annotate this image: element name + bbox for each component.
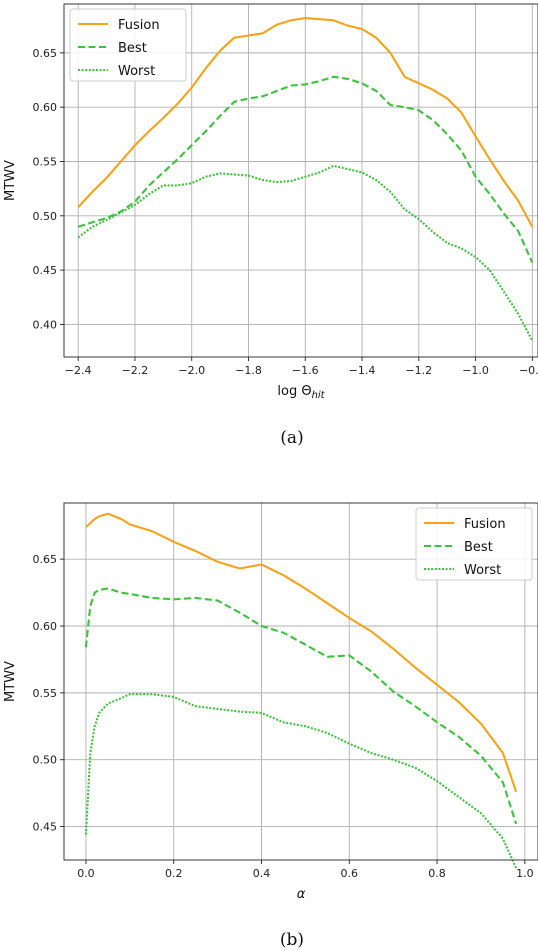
xtick-label-b-1: 0.2 <box>165 867 183 880</box>
legend-label-worst-b: Worst <box>464 563 501 578</box>
ytick-label-b-3: 0.60 <box>33 620 58 633</box>
y-axis-label-b: MTWV <box>3 661 18 702</box>
xtick-label-a-1: −2.2 <box>122 364 149 377</box>
ytick-label-a-2: 0.50 <box>33 210 58 223</box>
legend-label-best-b: Best <box>464 540 493 555</box>
plot-frame-a <box>63 3 538 358</box>
legend-label-worst-a: Worst <box>118 64 155 79</box>
ytick-label-a-3: 0.55 <box>33 155 58 168</box>
series-fusion-a <box>77 17 534 228</box>
x-axis-label-b: α <box>297 887 306 902</box>
x-axis-label-a: log Θhit <box>277 384 325 401</box>
xtick-label-a-2: −2.0 <box>178 364 205 377</box>
ytick-label-b-1: 0.50 <box>33 754 58 767</box>
xtick-label-a-7: −1.0 <box>462 364 489 377</box>
legend-box-a <box>69 8 187 82</box>
series-worst-a <box>77 164 534 342</box>
ytick-label-b-0: 0.45 <box>33 821 58 834</box>
ytick-label-a-5: 0.65 <box>33 47 58 60</box>
y-axis-label-a: MTWV <box>3 160 18 201</box>
legend-label-best-a: Best <box>118 41 147 56</box>
xtick-label-b-3: 0.6 <box>341 867 359 880</box>
xtick-label-a-0: −2.4 <box>65 364 92 377</box>
legend-label-fusion-b: Fusion <box>464 517 506 532</box>
plot-frame-b <box>63 502 538 861</box>
xtick-label-a-4: −1.6 <box>292 364 319 377</box>
ytick-label-a-4: 0.60 <box>33 101 58 114</box>
caption-b: (b) <box>280 930 304 950</box>
series-best-b <box>84 587 518 825</box>
caption-a: (a) <box>280 428 303 448</box>
series-best-a <box>77 75 534 263</box>
xtick-label-b-4: 0.8 <box>428 867 446 880</box>
xtick-label-b-0: 0.0 <box>77 867 95 880</box>
chart-a: −2.4 −2.2 −2.0 −1.8 −1.6 −1.4 −1.2 −1.0 −0.8 0.40… <box>3 3 538 401</box>
ytick-label-b-2: 0.55 <box>33 687 58 700</box>
xtick-label-a-3: −1.8 <box>235 364 262 377</box>
legend-a: Fusion Best Worst <box>69 8 187 82</box>
grid-a <box>64 4 538 357</box>
grid-b <box>64 503 538 860</box>
xtick-label-a-6: −1.2 <box>405 364 432 377</box>
series-worst-b <box>84 693 518 869</box>
legend-b: Fusion Best Worst <box>415 507 533 581</box>
xtick-label-a-5: −1.4 <box>349 364 376 377</box>
xtick-label-a-8: −0.8 <box>519 364 538 377</box>
chart-b: 0.0 0.2 0.4 0.6 0.8 1.0 0.45 0.50 0.55 0.60 0.65 α M… <box>3 502 538 902</box>
series-fusion-b <box>85 512 518 793</box>
ytick-label-a-0: 0.40 <box>33 318 58 331</box>
legend-box-b <box>415 507 533 581</box>
ytick-label-a-1: 0.45 <box>33 264 58 277</box>
ytick-label-b-4: 0.65 <box>33 553 58 566</box>
xtick-label-b-2: 0.4 <box>253 867 271 880</box>
xtick-label-b-5: 1.0 <box>516 867 534 880</box>
legend-label-fusion-a: Fusion <box>118 18 160 33</box>
